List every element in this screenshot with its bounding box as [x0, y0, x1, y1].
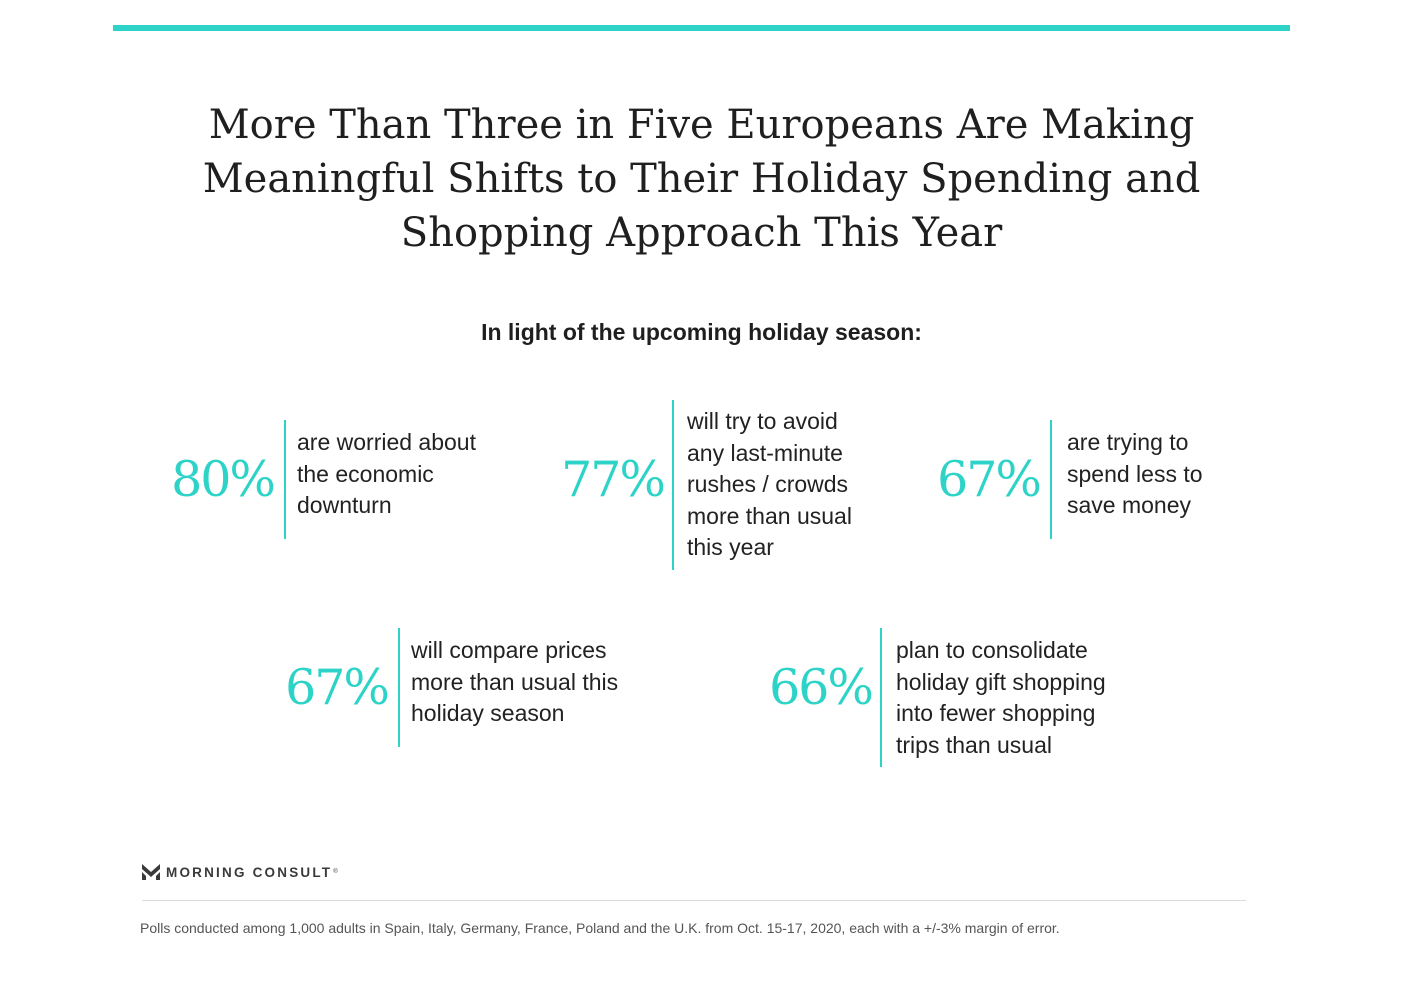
methodology-note: Polls conducted among 1,000 adults in Sp…: [140, 920, 1060, 936]
page-title: More Than Three in Five Europeans Are Ma…: [150, 98, 1253, 260]
title-line: Meaningful Shifts to Their Holiday Spend…: [202, 156, 1201, 202]
stat-description-line: holiday season: [411, 700, 565, 726]
stat-description-line: holiday gift shopping: [896, 668, 1106, 695]
stat-divider: [284, 420, 286, 539]
registered-mark: ®: [333, 869, 338, 875]
stat-description-line: are trying to: [1067, 429, 1189, 455]
page-subtitle: In light of the upcoming holiday season:: [481, 319, 922, 345]
stat-description-line: any last-minute: [687, 439, 843, 466]
footer-divider: [142, 900, 1246, 901]
stat-value: 77%: [561, 451, 666, 508]
stat-description-line: are worried about: [297, 429, 476, 455]
stat-divider: [1050, 420, 1052, 539]
stat-value: 67%: [285, 659, 390, 716]
stat-description-line: more than usual this: [411, 668, 619, 695]
stat-description: will try to avoid any last-minute rushes…: [687, 406, 852, 564]
title-line: More Than Three in Five Europeans Are Ma…: [208, 102, 1195, 148]
stat-description-line: trips than usual: [896, 731, 1052, 758]
stat-description-line: plan to consolidate: [896, 637, 1088, 663]
stat-value: 67%: [937, 451, 1042, 508]
top-accent-bar: [113, 25, 1290, 31]
stat-value: 80%: [171, 451, 276, 508]
stat-description-line: downturn: [297, 492, 392, 518]
stat-description: plan to consolidate holiday gift shoppin…: [896, 635, 1106, 761]
stat-description-line: into fewer shopping: [896, 700, 1096, 726]
stat-description-line: rushes / crowds: [687, 471, 849, 497]
stat-value: 66%: [769, 659, 874, 716]
stat-divider: [880, 628, 882, 767]
stat-description-line: save money: [1067, 492, 1192, 518]
stat-description-line: the economic: [297, 460, 434, 487]
stat-divider: [672, 400, 674, 570]
stat-description: are worried about the economic downturn: [297, 427, 476, 522]
title-line: Shopping Approach This Year: [400, 210, 1003, 256]
stat-description-line: this year: [687, 534, 774, 560]
stat-description: are trying to spend less to save money: [1067, 427, 1203, 522]
morning-consult-logo: MORNING CONSULT ®: [142, 862, 338, 882]
stat-divider: [398, 628, 400, 747]
logo-wordmark: MORNING CONSULT: [166, 864, 333, 880]
morning-consult-logo-icon: [142, 864, 160, 880]
stat-description-line: more than usual: [687, 502, 852, 529]
stat-description-line: will try to avoid: [687, 408, 838, 434]
stat-description-line: will compare prices: [411, 637, 607, 663]
stat-description: will compare prices more than usual this…: [411, 635, 618, 730]
stat-description-line: spend less to: [1067, 460, 1203, 487]
